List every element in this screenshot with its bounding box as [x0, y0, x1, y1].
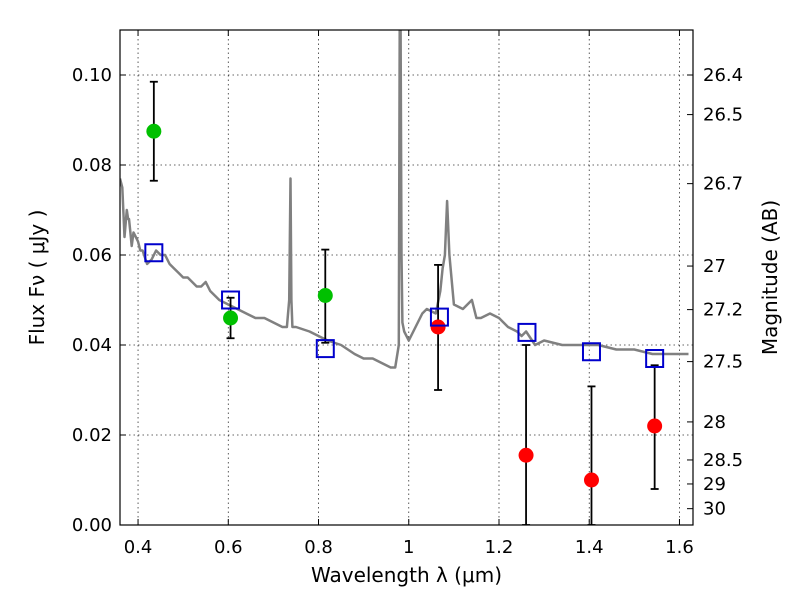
plot-frame: [119, 29, 694, 526]
x-axis-title: Wavelength λ (μm): [311, 563, 502, 587]
x-tick-label: 1.6: [665, 537, 694, 558]
model-square: [144, 243, 164, 263]
model-square: [581, 342, 601, 362]
x-tick-label: 0.4: [124, 537, 153, 558]
green-point: [146, 123, 162, 139]
y2-tick-label: 30: [703, 499, 726, 520]
y2-tick-label: 29: [703, 474, 726, 495]
y2-tick-label: 27.2: [703, 300, 743, 321]
grid-lines: [120, 30, 693, 526]
y2-tick-label: 27: [703, 256, 726, 277]
red-point: [518, 447, 534, 463]
model-square: [517, 322, 537, 342]
model-spectrum: [120, 30, 689, 369]
red-point: [583, 472, 599, 488]
right-axis-title: Magnitude (AB): [758, 200, 782, 355]
y2-tick-label: 27.5: [703, 352, 743, 373]
x-tick-label: 0.8: [304, 537, 333, 558]
red-point: [430, 319, 446, 335]
y-tick-label: 0.10: [72, 65, 112, 86]
model-square: [645, 349, 665, 368]
data-markers: [144, 123, 665, 488]
model-square: [429, 307, 449, 327]
y2-tick-label: 26.4: [703, 65, 743, 86]
x-tick-label: 0.6: [214, 537, 243, 558]
y-tick-label: 0.08: [72, 155, 112, 176]
green-point: [223, 310, 239, 326]
y-tick-label: 0.02: [72, 425, 112, 446]
y-tick-label: 0.04: [72, 335, 112, 356]
y-tick-label: 0.00: [72, 515, 112, 536]
axis-ticks: 0.4 0.6 0.8 1 1.2 1.4 1.6 0.00 0.02 0.04 0.06 0.08 0…: [72, 30, 743, 558]
y2-tick-label: 26.5: [703, 105, 743, 126]
spectrum-line: [120, 30, 689, 369]
y-tick-label: 0.06: [72, 245, 112, 266]
y-axis-title: Flux Fν ( μJy ): [25, 210, 49, 346]
model-square: [315, 339, 335, 359]
x-tick-label: 1: [403, 537, 414, 558]
y2-tick-label: 28.5: [703, 450, 743, 471]
y2-tick-label: 28: [703, 412, 726, 433]
y2-tick-label: 26.7: [703, 174, 743, 195]
x-tick-label: 1.4: [575, 537, 604, 558]
green-point: [317, 288, 333, 303]
red-point: [647, 418, 663, 434]
model-square: [221, 290, 241, 310]
x-tick-label: 1.2: [485, 537, 514, 558]
